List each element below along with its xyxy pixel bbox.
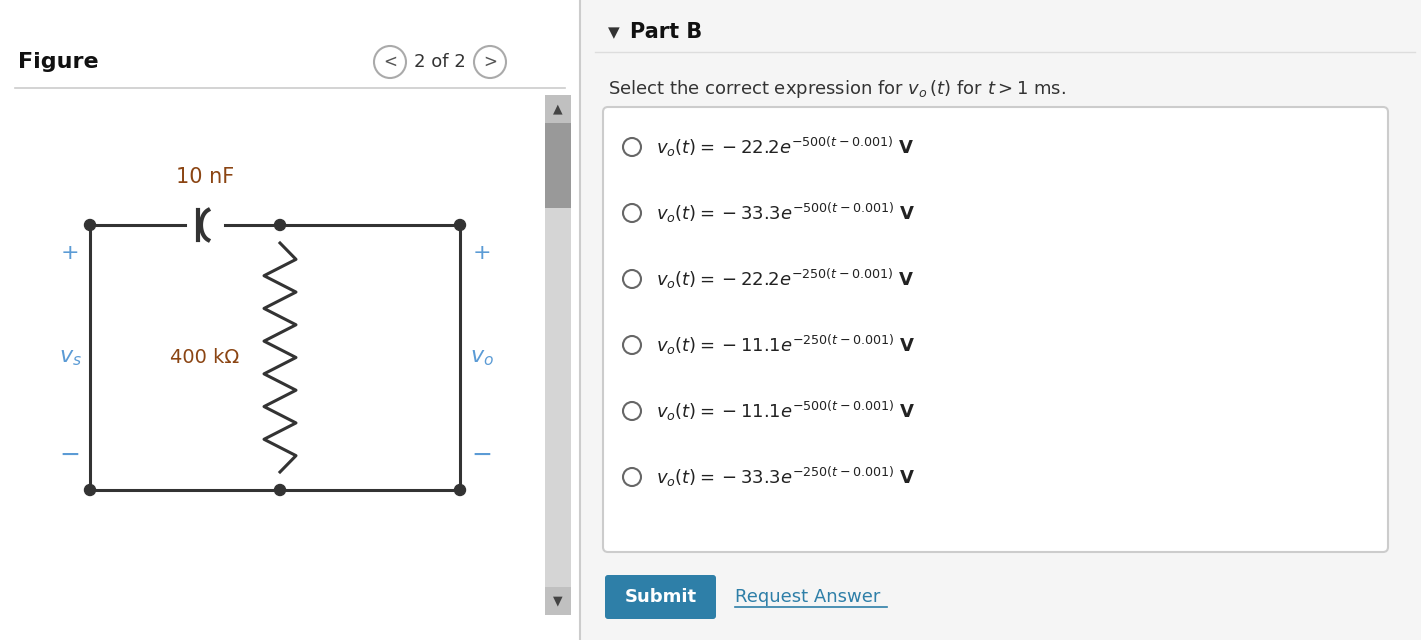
Text: $v_o(t) = -33.3e^{-250(t-0.001)}\ \mathbf{V}$: $v_o(t) = -33.3e^{-250(t-0.001)}\ \mathb… <box>657 465 915 489</box>
FancyBboxPatch shape <box>605 575 716 619</box>
Text: $v_s$: $v_s$ <box>58 348 81 367</box>
FancyBboxPatch shape <box>580 0 1421 640</box>
Text: $v_o(t) = -33.3e^{-500(t-0.001)}\ \mathbf{V}$: $v_o(t) = -33.3e^{-500(t-0.001)}\ \mathb… <box>657 201 915 225</box>
Circle shape <box>274 484 286 495</box>
Text: +: + <box>61 243 80 263</box>
Circle shape <box>455 484 466 495</box>
Text: Part B: Part B <box>630 22 702 42</box>
Text: $v_o$: $v_o$ <box>470 348 495 367</box>
Text: −: − <box>60 443 81 467</box>
Text: ▲: ▲ <box>553 102 563 115</box>
Circle shape <box>84 220 95 230</box>
FancyBboxPatch shape <box>546 587 571 615</box>
Text: $v_o(t) = -22.2e^{-250(t-0.001)}\ \mathbf{V}$: $v_o(t) = -22.2e^{-250(t-0.001)}\ \mathb… <box>657 267 914 291</box>
Text: −: − <box>472 443 493 467</box>
Text: 10 nF: 10 nF <box>176 167 234 187</box>
Text: Request Answer: Request Answer <box>735 588 881 606</box>
Circle shape <box>455 220 466 230</box>
Text: 2 of 2: 2 of 2 <box>414 53 466 71</box>
FancyBboxPatch shape <box>546 123 571 208</box>
Text: $v_o(t) = -22.2e^{-500(t-0.001)}\ \mathbf{V}$: $v_o(t) = -22.2e^{-500(t-0.001)}\ \mathb… <box>657 135 914 159</box>
Text: >: > <box>483 53 497 71</box>
FancyBboxPatch shape <box>603 107 1388 552</box>
Text: Select the correct expression for $v_o\,(t)$ for $t > 1$ ms.: Select the correct expression for $v_o\,… <box>608 78 1066 100</box>
Text: ▼: ▼ <box>553 595 563 607</box>
FancyBboxPatch shape <box>546 95 571 615</box>
Text: Figure: Figure <box>18 52 98 72</box>
FancyBboxPatch shape <box>0 0 580 640</box>
Text: <: < <box>384 53 396 71</box>
Text: 400 kΩ: 400 kΩ <box>171 348 240 367</box>
Text: $v_o(t) = -11.1e^{-500(t-0.001)}\ \mathbf{V}$: $v_o(t) = -11.1e^{-500(t-0.001)}\ \mathb… <box>657 399 915 423</box>
Text: +: + <box>473 243 492 263</box>
FancyBboxPatch shape <box>546 95 571 123</box>
Text: ▼: ▼ <box>608 25 620 40</box>
Circle shape <box>274 220 286 230</box>
Text: $v_o(t) = -11.1e^{-250(t-0.001)}\ \mathbf{V}$: $v_o(t) = -11.1e^{-250(t-0.001)}\ \mathb… <box>657 333 915 357</box>
Text: Submit: Submit <box>624 588 696 606</box>
Circle shape <box>84 484 95 495</box>
